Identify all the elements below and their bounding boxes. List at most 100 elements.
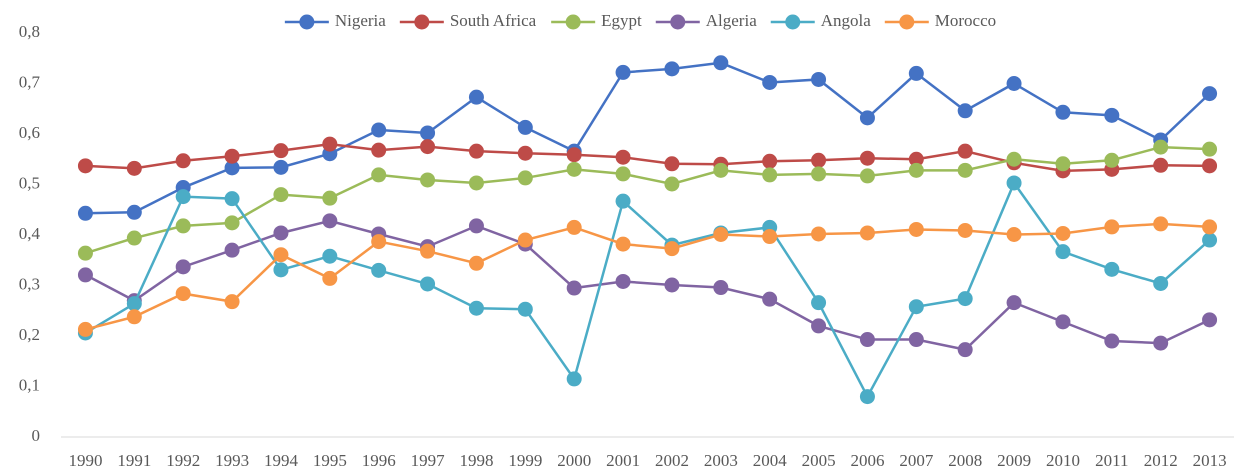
x-tick-label: 2012 [1144,451,1178,470]
data-point [811,166,827,182]
data-point [859,332,875,348]
data-point [273,187,289,203]
data-point [908,151,924,167]
data-point [1202,219,1218,235]
data-point [1202,312,1218,328]
data-point [908,221,924,237]
x-tick-label: 1993 [215,451,249,470]
data-point [908,65,924,81]
data-point [615,236,631,252]
data-point [322,136,338,152]
data-point [1006,226,1022,242]
data-point [371,122,387,138]
data-point [1006,175,1022,191]
data-point [77,321,93,337]
data-point [1104,261,1120,277]
data-point [957,222,973,238]
data-point [420,276,436,292]
data-point [322,270,338,286]
data-point [224,191,240,207]
x-tick-label: 1999 [508,451,542,470]
data-point [175,218,191,234]
data-point [273,247,289,263]
series-line [85,222,1210,331]
data-point [615,64,631,80]
data-point [1153,139,1169,155]
data-point [1006,76,1022,91]
data-point [859,150,875,166]
data-point [77,245,93,261]
data-point [371,234,387,250]
data-point [126,204,142,220]
data-point [957,143,973,159]
data-point [1055,225,1071,241]
data-point [566,161,582,177]
data-point [517,232,533,248]
x-tick-label: 2004 [753,451,788,470]
x-tick-label: 2000 [557,451,591,470]
data-point [175,286,191,302]
x-tick-label: 2010 [1046,451,1080,470]
data-point [1104,333,1120,349]
legend-marker [565,14,581,30]
data-point [1055,104,1071,120]
data-point [77,205,93,221]
x-tick-label: 2013 [1193,451,1227,470]
data-point [566,371,582,387]
data-point [811,152,827,168]
data-point [371,142,387,158]
data-point [1055,314,1071,330]
data-point [762,229,778,245]
data-point [468,143,484,159]
legend-marker [785,14,801,30]
data-point [224,294,240,310]
legend-label: Nigeria [335,11,386,30]
data-point [664,277,680,293]
data-point [811,226,827,242]
series-line [84,219,1211,351]
data-point [126,160,142,176]
data-point [224,215,240,231]
data-point [615,166,631,182]
data-point [615,273,631,289]
x-tick-label: 2009 [997,451,1031,470]
legend-marker [670,14,686,30]
data-point [615,193,631,209]
data-point [713,162,729,178]
data-point [957,291,973,307]
legend-marker [299,14,315,30]
data-point [859,389,875,405]
data-point [762,153,778,169]
x-tick-label: 1992 [166,451,200,470]
data-point [175,259,191,275]
data-point [615,149,631,165]
data-point [273,225,289,241]
data-point [1202,232,1218,248]
data-point [1202,158,1218,174]
data-point [517,119,533,135]
data-point [908,332,924,348]
legend-label: Egypt [601,11,642,30]
data-point [859,110,875,126]
data-point [1153,335,1169,351]
data-point [908,299,924,315]
data-point [566,219,582,235]
data-point [1202,86,1218,102]
data-point [175,189,191,205]
x-tick-label: 2002 [655,451,689,470]
data-point [224,242,240,258]
data-point [126,309,142,325]
y-tick-label: 0,3 [19,274,40,293]
legend-label: Algeria [706,11,757,30]
x-tick-label: 2003 [704,451,738,470]
data-point [322,248,338,264]
series-line [84,180,1211,400]
x-tick-label: 2011 [1095,451,1128,470]
y-tick-label: 0,4 [19,224,41,243]
legend-marker [414,14,430,30]
series-line [85,145,1210,255]
legend-label: South Africa [450,11,537,30]
y-tick-label: 0,1 [19,375,40,394]
data-point [1153,216,1169,232]
